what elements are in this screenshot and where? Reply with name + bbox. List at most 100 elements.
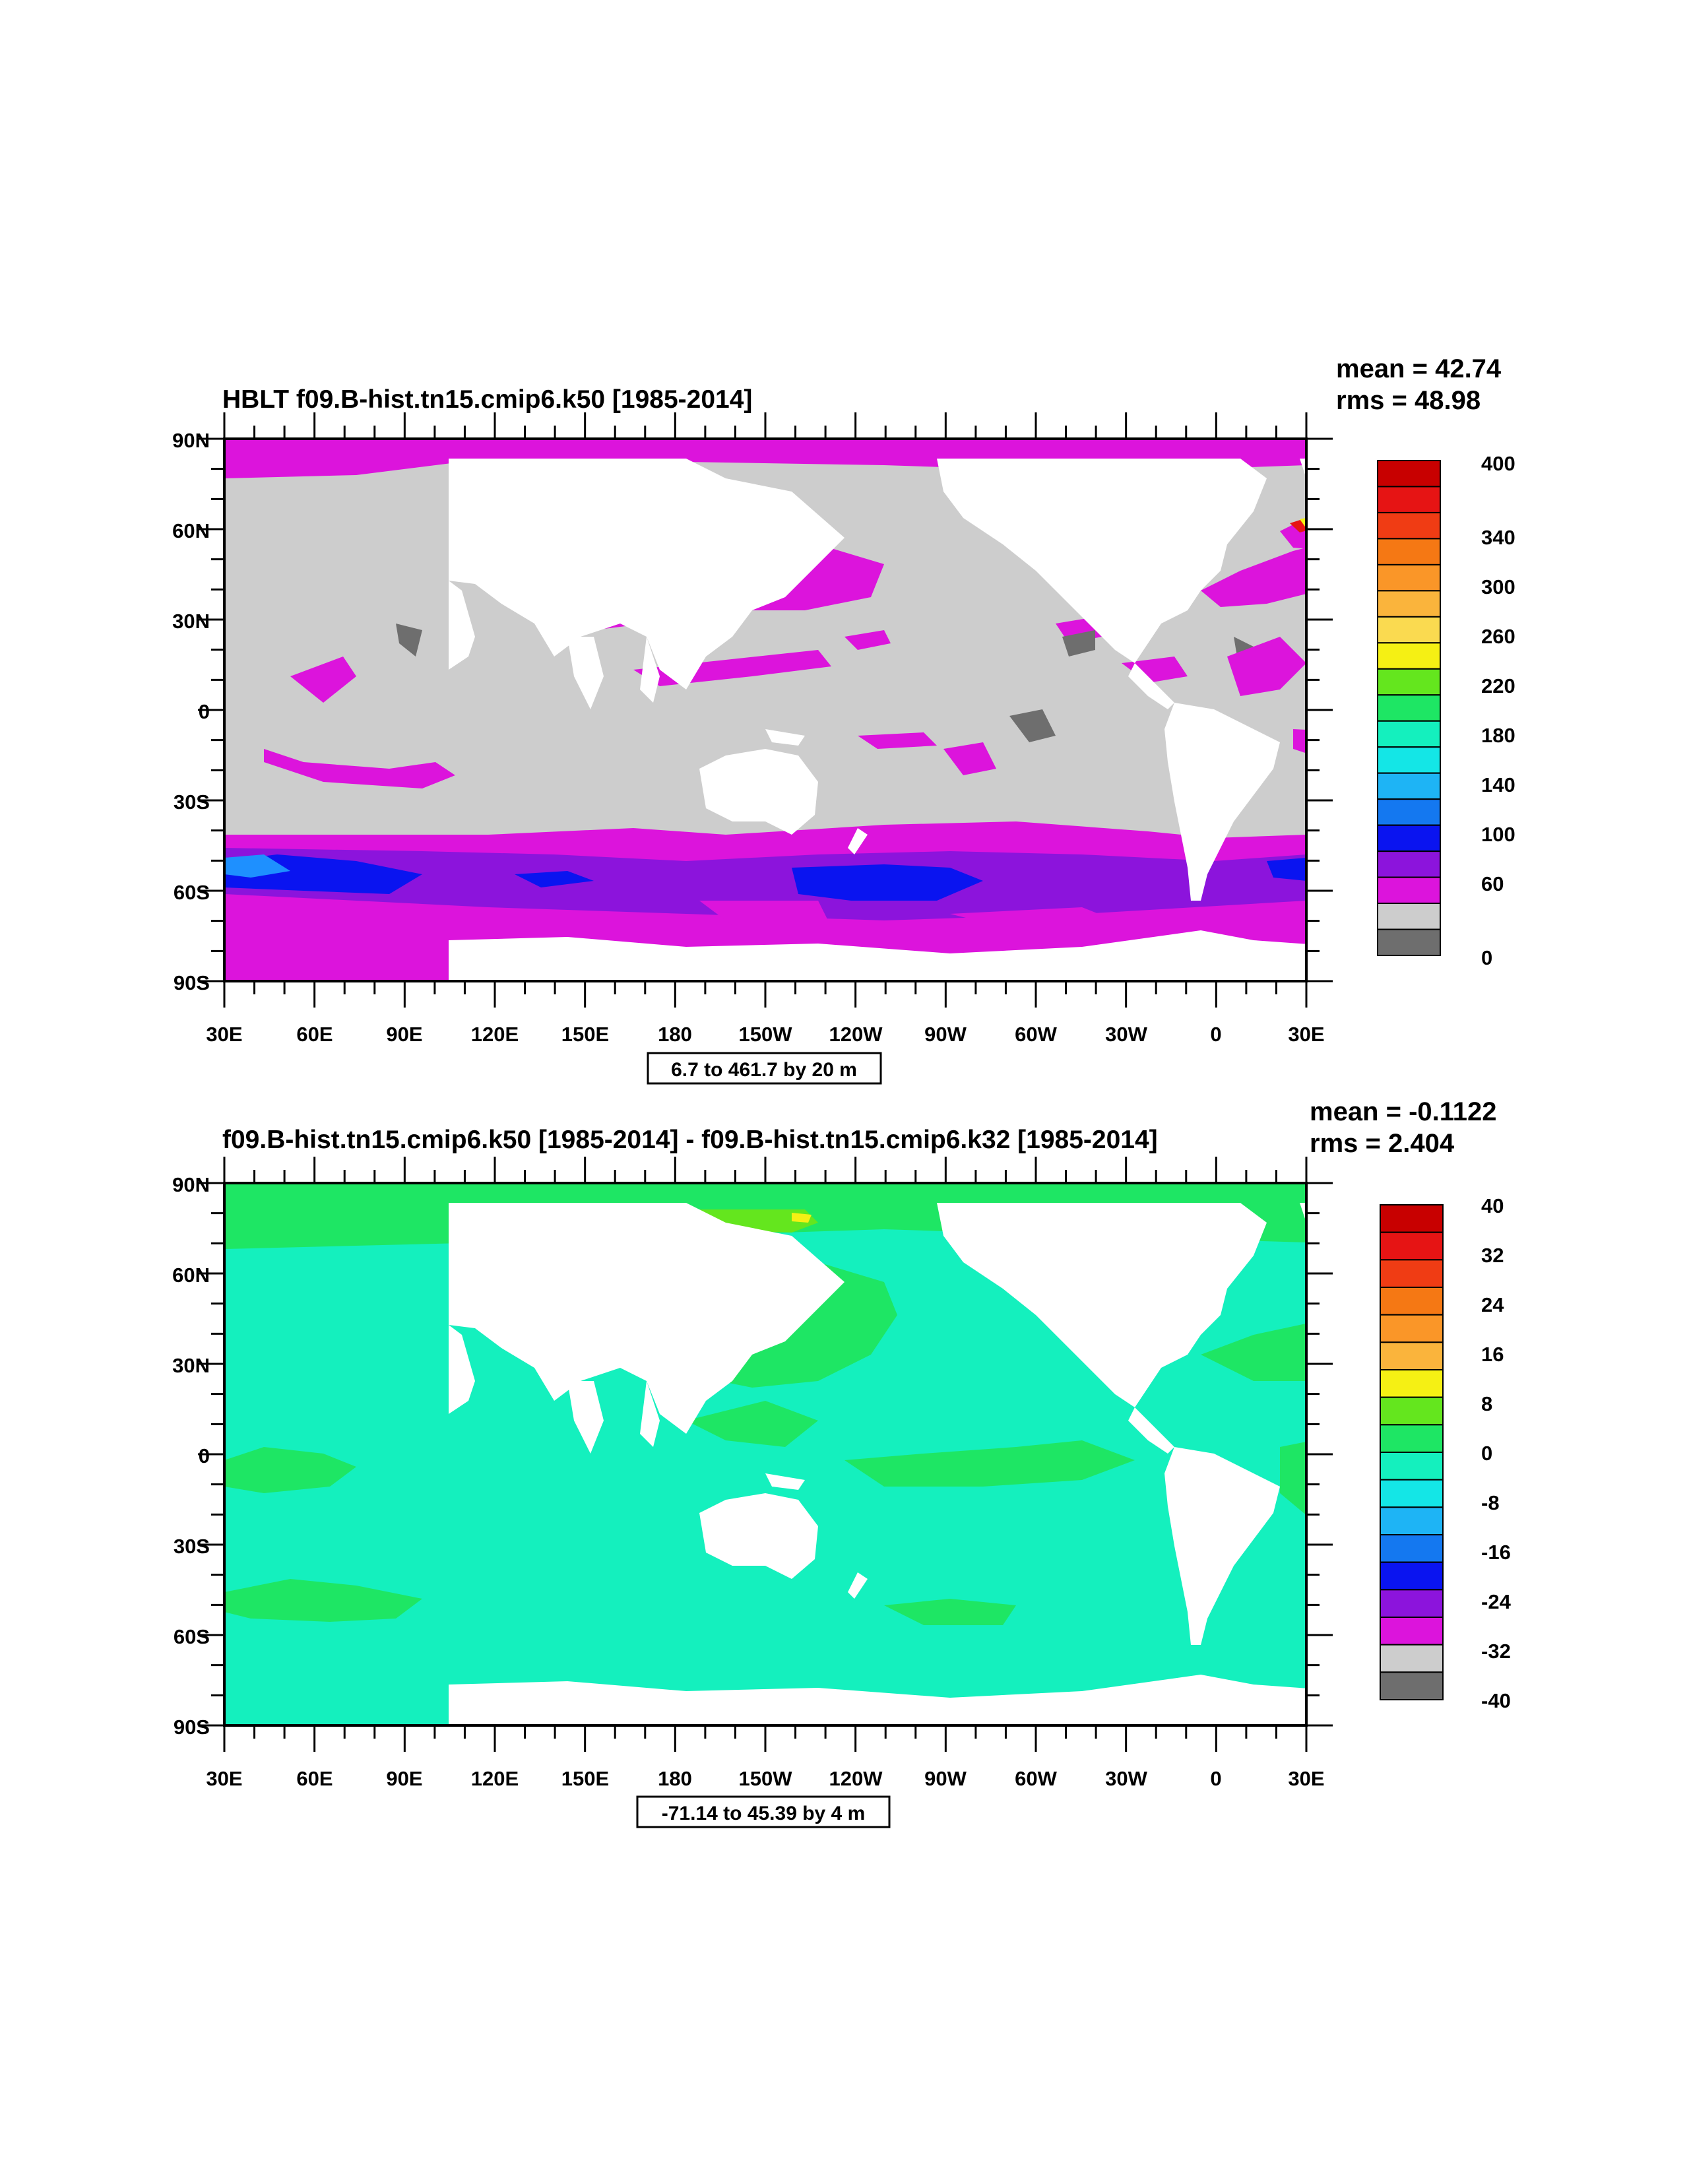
- lat-tick-label: 30S: [174, 790, 210, 814]
- lon-tick-label: 150W: [739, 1767, 793, 1790]
- lat-tick-label: 30N: [172, 610, 210, 633]
- colorbar-swatch: [1377, 928, 1441, 957]
- colorbar-swatch: [1377, 668, 1441, 696]
- colorbar-label: 8: [1481, 1392, 1492, 1415]
- rms-value: rms = 2.404: [1310, 1129, 1455, 1158]
- colorbar-swatch: [1380, 1479, 1444, 1508]
- lat-labels: 90N 60N 30N 0 30S 60S 90S: [172, 1173, 210, 1739]
- mean-value: mean = 42.74: [1336, 354, 1502, 383]
- colorbar-label: 300: [1481, 575, 1515, 598]
- colorbar-swatch: [1377, 511, 1441, 540]
- lon-tick-label: 30W: [1105, 1023, 1147, 1046]
- lon-labels: 30E 60E 90E 120E 150E 180 150W 120W 90W …: [206, 1767, 1324, 1790]
- lon-tick-label: 150E: [561, 1023, 609, 1046]
- colorbar-swatch: [1380, 1204, 1444, 1233]
- colorbar-swatch: [1380, 1314, 1444, 1343]
- map-field: [224, 439, 1306, 981]
- lat-tick-label: 90N: [172, 1173, 210, 1196]
- colorbar-swatch: [1377, 876, 1441, 905]
- colorbar-label: -8: [1481, 1491, 1500, 1514]
- colorbar-swatch: [1380, 1644, 1444, 1673]
- colorbar-swatch: [1380, 1534, 1444, 1563]
- colorbar-label: 140: [1481, 773, 1515, 796]
- lon-tick-label: 120W: [829, 1023, 883, 1046]
- colorbar-swatch: [1380, 1589, 1444, 1619]
- colorbar-swatch: [1380, 1259, 1444, 1288]
- lon-tick-label: 0: [1210, 1023, 1221, 1046]
- colorbar-swatch: [1377, 460, 1441, 488]
- colorbar-label: -32: [1481, 1640, 1511, 1663]
- lon-tick-label: 120E: [471, 1767, 519, 1790]
- colorbar-label: 40: [1481, 1194, 1504, 1217]
- colorbar: [1377, 460, 1441, 957]
- lon-tick-label: 30E: [206, 1767, 242, 1790]
- colorbar-swatch: [1377, 590, 1441, 618]
- colorbar-label: -24: [1481, 1590, 1512, 1613]
- colorbar-label: -16: [1481, 1541, 1511, 1564]
- lon-tick-label: 90E: [386, 1767, 422, 1790]
- colorbar-swatch: [1377, 824, 1441, 852]
- colorbar-swatch: [1377, 642, 1441, 670]
- map-ticks: [198, 1157, 1333, 1752]
- colorbar-swatch: [1377, 694, 1441, 722]
- colorbar: [1380, 1204, 1444, 1701]
- colorbar-label: 400: [1481, 452, 1515, 475]
- colorbar-swatch: [1380, 1561, 1444, 1591]
- colorbar-label: 340: [1481, 526, 1515, 549]
- lon-tick-label: 60E: [296, 1023, 333, 1046]
- colorbar-swatch: [1377, 486, 1441, 513]
- colorbar-swatch: [1377, 563, 1441, 592]
- lat-tick-label: 90N: [172, 429, 210, 452]
- lat-tick-label: 60S: [174, 881, 210, 904]
- colorbar-label: 60: [1481, 872, 1504, 895]
- colorbar-label: 24: [1481, 1293, 1504, 1316]
- lon-tick-label: 90W: [924, 1767, 967, 1790]
- panel-diff: f09.B-hist.tn15.cmip6.k50 [1985-2014] - …: [172, 1097, 1512, 1828]
- panel-title: HBLT f09.B-hist.tn15.cmip6.k50 [1985-201…: [222, 385, 752, 414]
- colorbar-label: 260: [1481, 625, 1515, 648]
- lon-tick-label: 180: [658, 1023, 692, 1046]
- colorbar-swatch: [1377, 772, 1441, 800]
- lat-tick-label: 30S: [174, 1535, 210, 1558]
- colorbar-swatch: [1377, 538, 1441, 565]
- colorbar-label: 180: [1481, 724, 1515, 747]
- lon-tick-label: 30E: [206, 1023, 242, 1046]
- colorbar-swatch: [1377, 851, 1441, 878]
- lat-tick-label: 60N: [172, 519, 210, 542]
- colorbar-label: 100: [1481, 823, 1515, 846]
- colorbar-swatch: [1377, 746, 1441, 774]
- colorbar-swatch: [1377, 903, 1441, 930]
- lon-tick-label: 30W: [1105, 1767, 1147, 1790]
- range-text: 6.7 to 461.7 by 20 m: [671, 1059, 857, 1081]
- colorbar-label: -40: [1481, 1689, 1511, 1712]
- colorbar-label: 0: [1481, 946, 1492, 969]
- lon-tick-label: 60W: [1015, 1023, 1057, 1046]
- range-text: -71.14 to 45.39 by 4 m: [662, 1803, 866, 1824]
- lon-tick-label: 30E: [1288, 1023, 1324, 1046]
- colorbar-swatch: [1380, 1424, 1444, 1454]
- colorbar-swatch: [1380, 1452, 1444, 1481]
- colorbar-labels: 400 340 300 260 220 180 140 100 60 0: [1481, 452, 1515, 969]
- colorbar-label: 0: [1481, 1442, 1492, 1465]
- lat-tick-label: 90S: [174, 1716, 210, 1739]
- colorbar-swatch: [1380, 1231, 1444, 1261]
- lon-tick-label: 90E: [386, 1023, 422, 1046]
- lon-tick-label: 150W: [739, 1023, 793, 1046]
- lat-tick-label: 0: [199, 700, 210, 723]
- lat-tick-label: 0: [199, 1444, 210, 1467]
- lon-labels: 30E 60E 90E 120E 150E 180 150W 120W 90W …: [206, 1023, 1324, 1046]
- lon-tick-label: 60W: [1015, 1767, 1057, 1790]
- colorbar-label: 32: [1481, 1244, 1504, 1267]
- lat-tick-label: 90S: [174, 971, 210, 994]
- colorbar-label: 16: [1481, 1343, 1504, 1366]
- lon-tick-label: 150E: [561, 1767, 609, 1790]
- colorbar-label: 220: [1481, 674, 1515, 697]
- lat-tick-label: 60N: [172, 1264, 210, 1287]
- colorbar-swatch: [1377, 798, 1441, 826]
- lon-tick-label: 30E: [1288, 1767, 1324, 1790]
- lat-tick-label: 30N: [172, 1354, 210, 1377]
- colorbar-swatch: [1380, 1671, 1444, 1701]
- colorbar-swatch: [1377, 720, 1441, 748]
- lat-labels: 90N 60N 30N 0 30S 60S 90S: [172, 429, 210, 994]
